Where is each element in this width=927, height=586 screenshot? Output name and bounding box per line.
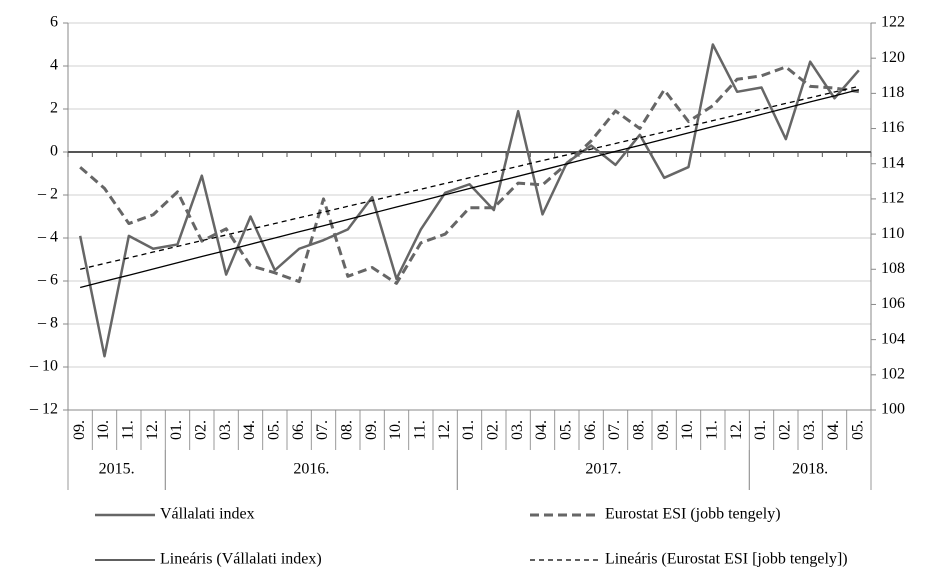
x-tick-label: 09.	[71, 420, 88, 440]
legend-label: Lineáris (Vállalati index)	[160, 551, 322, 568]
x-tick-label: 02.	[485, 420, 502, 440]
y-tick-label: 4	[50, 57, 58, 74]
x-tick-label: 10.	[387, 420, 404, 440]
x-tick-label: 04.	[241, 420, 258, 440]
series-line	[80, 89, 859, 289]
x-tick-label: 03.	[509, 420, 526, 440]
x-tick-label: 05.	[850, 420, 867, 440]
y2-tick-label: 100	[881, 401, 905, 418]
x-tick-label: 09.	[655, 420, 672, 440]
x-tick-label: 06.	[290, 420, 307, 440]
y-tick-label: – 12	[29, 401, 58, 418]
x-tick-label: 11.	[704, 420, 721, 439]
y2-tick-label: 120	[881, 49, 905, 66]
x-tick-label: 12.	[728, 420, 745, 440]
y-tick-label: – 2	[37, 186, 58, 203]
x-tick-label: 10.	[95, 420, 112, 440]
series-line	[78, 43, 860, 358]
series-line	[80, 85, 859, 270]
y2-tick-label: 102	[881, 365, 905, 382]
x-tick-label: 04.	[533, 420, 550, 440]
x-tick-label: 08.	[339, 420, 356, 440]
legend-label: Lineáris (Eurostat ESI [jobb tengely])	[605, 551, 848, 568]
y2-tick-label: 122	[881, 14, 905, 31]
x-tick-label: 06.	[582, 420, 599, 440]
group-label: 2017.	[585, 461, 621, 478]
legend-label: Vállalati index	[160, 506, 255, 523]
x-tick-label: 04.	[825, 420, 842, 440]
y-tick-label: – 6	[37, 272, 58, 289]
y2-tick-label: 116	[881, 119, 904, 136]
x-tick-label: 03.	[801, 420, 818, 440]
x-tick-label: 01.	[752, 420, 769, 440]
legend-label: Eurostat ESI (jobb tengely)	[605, 506, 781, 523]
x-tick-label: 05.	[558, 420, 575, 440]
y2-tick-label: 110	[881, 225, 904, 242]
x-tick-label: 01.	[460, 420, 477, 440]
y2-tick-label: 106	[881, 295, 905, 312]
y-tick-label: 0	[50, 143, 58, 160]
y-tick-label: – 4	[37, 229, 58, 246]
group-label: 2018.	[792, 461, 828, 478]
x-tick-label: 10.	[679, 420, 696, 440]
x-tick-label: 12.	[436, 420, 453, 440]
x-tick-label: 05.	[266, 420, 283, 440]
group-label: 2015.	[99, 461, 135, 478]
y2-tick-label: 114	[881, 154, 904, 171]
x-tick-label: 02.	[193, 420, 210, 440]
y2-tick-label: 104	[881, 330, 905, 347]
x-tick-label: 12.	[144, 420, 161, 440]
y-tick-label: 2	[50, 100, 58, 117]
x-tick-label: 07.	[606, 420, 623, 440]
x-tick-label: 03.	[217, 420, 234, 440]
x-tick-label: 08.	[631, 420, 648, 440]
y2-tick-label: 112	[881, 190, 904, 207]
x-tick-label: 09.	[363, 420, 380, 440]
y-tick-label: – 8	[37, 315, 58, 332]
y-tick-label: – 10	[29, 358, 58, 375]
series-line	[79, 65, 860, 285]
y2-tick-label: 108	[881, 260, 905, 277]
y-tick-label: 6	[50, 14, 58, 31]
group-label: 2016.	[293, 461, 329, 478]
x-tick-label: 01.	[168, 420, 185, 440]
y2-tick-label: 118	[881, 84, 904, 101]
x-tick-label: 11.	[120, 420, 137, 439]
x-tick-label: 11.	[412, 420, 429, 439]
x-tick-label: 02.	[777, 420, 794, 440]
x-tick-label: 07.	[314, 420, 331, 440]
